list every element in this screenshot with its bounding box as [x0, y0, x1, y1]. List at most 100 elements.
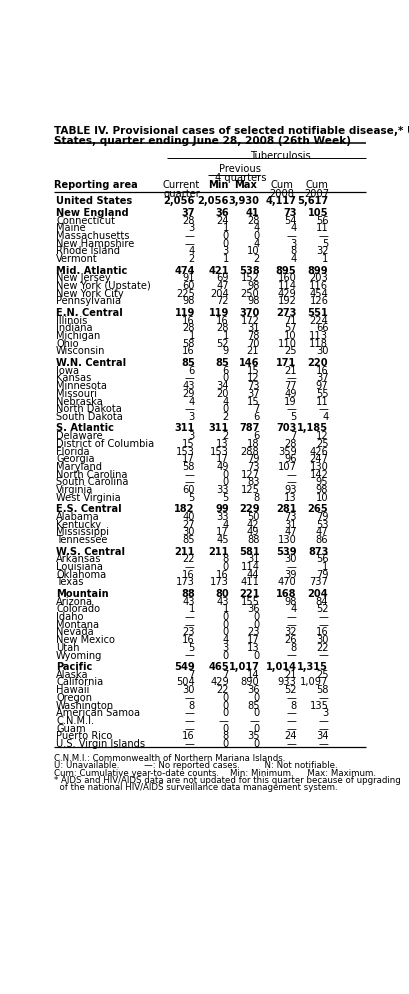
Text: 172: 172 [240, 315, 259, 325]
Text: 118: 118 [308, 338, 328, 349]
Text: 47: 47 [283, 527, 296, 537]
Text: —: — [286, 404, 296, 414]
Text: 551: 551 [307, 308, 328, 318]
Text: New Mexico: New Mexico [56, 634, 115, 644]
Text: Montana: Montana [56, 619, 99, 629]
Text: 34: 34 [315, 731, 328, 741]
Text: Idaho: Idaho [56, 611, 83, 621]
Text: 29: 29 [182, 389, 194, 399]
Text: 4: 4 [188, 247, 194, 256]
Text: 79: 79 [315, 570, 328, 580]
Text: 211: 211 [208, 546, 228, 556]
Text: Wyoming: Wyoming [56, 650, 102, 660]
Text: —: — [318, 404, 328, 414]
Text: 0: 0 [222, 373, 228, 383]
Text: —: — [184, 239, 194, 248]
Text: 53: 53 [315, 519, 328, 529]
Text: 52: 52 [216, 338, 228, 349]
Text: 91: 91 [182, 273, 194, 283]
Text: 85: 85 [246, 700, 259, 710]
Text: 224: 224 [309, 315, 328, 325]
Text: 18: 18 [246, 438, 259, 448]
Text: 152: 152 [240, 273, 259, 283]
Text: 12: 12 [315, 430, 328, 440]
Text: 27: 27 [182, 519, 194, 529]
Text: U: Unavailable.         —: No reported cases.         N: Not notifiable.: U: Unavailable. —: No reported cases. N:… [54, 760, 337, 769]
Text: Previous: Previous [219, 164, 261, 174]
Text: 142: 142 [309, 469, 328, 479]
Text: 23: 23 [182, 627, 194, 637]
Text: 153: 153 [175, 446, 194, 456]
Text: 173: 173 [209, 577, 228, 586]
Text: 168: 168 [275, 588, 296, 598]
Text: 3: 3 [222, 642, 228, 652]
Text: 0: 0 [252, 231, 259, 241]
Text: 11: 11 [315, 223, 328, 234]
Text: —: — [184, 469, 194, 479]
Text: 60: 60 [182, 484, 194, 495]
Text: 110: 110 [277, 338, 296, 349]
Text: 127: 127 [240, 469, 259, 479]
Text: 4: 4 [222, 634, 228, 644]
Text: 465: 465 [208, 661, 228, 671]
Text: 22: 22 [315, 642, 328, 652]
Text: 35: 35 [246, 731, 259, 741]
Text: 581: 581 [238, 546, 259, 556]
Text: 16: 16 [216, 315, 228, 325]
Text: 40: 40 [182, 512, 194, 522]
Text: —: — [286, 708, 296, 718]
Text: 28: 28 [246, 216, 259, 226]
Text: —: — [184, 739, 194, 748]
Text: 30: 30 [182, 685, 194, 695]
Text: —: — [318, 611, 328, 621]
Text: 265: 265 [307, 504, 328, 514]
Text: Guam: Guam [56, 723, 85, 733]
Text: 5: 5 [290, 412, 296, 421]
Text: 36: 36 [246, 603, 259, 613]
Text: Cum: Cum [270, 180, 293, 190]
Text: 73: 73 [282, 208, 296, 218]
Text: 1: 1 [222, 603, 228, 613]
Text: Nebraska: Nebraska [56, 397, 103, 407]
Text: 73: 73 [246, 461, 259, 471]
Text: 47: 47 [216, 280, 228, 291]
Text: 88: 88 [246, 535, 259, 545]
Text: 220: 220 [307, 358, 328, 368]
Text: Mid. Atlantic: Mid. Atlantic [56, 265, 127, 275]
Text: 5: 5 [188, 492, 194, 502]
Text: 113: 113 [308, 331, 328, 341]
Text: 7: 7 [188, 669, 194, 679]
Text: New Jersey: New Jersey [56, 273, 110, 283]
Text: West Virginia: West Virginia [56, 492, 121, 502]
Text: 3: 3 [222, 247, 228, 256]
Text: District of Columbia: District of Columbia [56, 438, 154, 448]
Text: 36: 36 [215, 208, 228, 218]
Text: 39: 39 [283, 570, 296, 580]
Text: 0: 0 [222, 404, 228, 414]
Text: 1: 1 [188, 603, 194, 613]
Text: 933: 933 [277, 677, 296, 687]
Text: 288: 288 [240, 446, 259, 456]
Text: 7: 7 [222, 669, 228, 679]
Text: 28: 28 [182, 323, 194, 333]
Text: 10: 10 [246, 247, 259, 256]
Text: 4: 4 [290, 253, 296, 263]
Text: 10: 10 [315, 492, 328, 502]
Text: New York City: New York City [56, 288, 124, 298]
Text: 6: 6 [252, 412, 259, 421]
Text: 454: 454 [309, 288, 328, 298]
Text: C.N.M.I.: C.N.M.I. [56, 716, 94, 726]
Text: 13: 13 [246, 642, 259, 652]
Text: 153: 153 [209, 446, 228, 456]
Text: 13: 13 [283, 492, 296, 502]
Text: 0: 0 [222, 239, 228, 248]
Text: Alaska: Alaska [56, 669, 88, 679]
Text: 16: 16 [216, 570, 228, 580]
Text: 192: 192 [277, 296, 296, 306]
Text: Kentucky: Kentucky [56, 519, 101, 529]
Text: Hawaii: Hawaii [56, 685, 89, 695]
Text: Oregon: Oregon [56, 692, 92, 702]
Text: * AIDS and HIV/AIDS data are not updated for this quarter because of upgrading: * AIDS and HIV/AIDS data are not updated… [54, 774, 400, 784]
Text: —: — [184, 611, 194, 621]
Text: 4: 4 [290, 223, 296, 234]
